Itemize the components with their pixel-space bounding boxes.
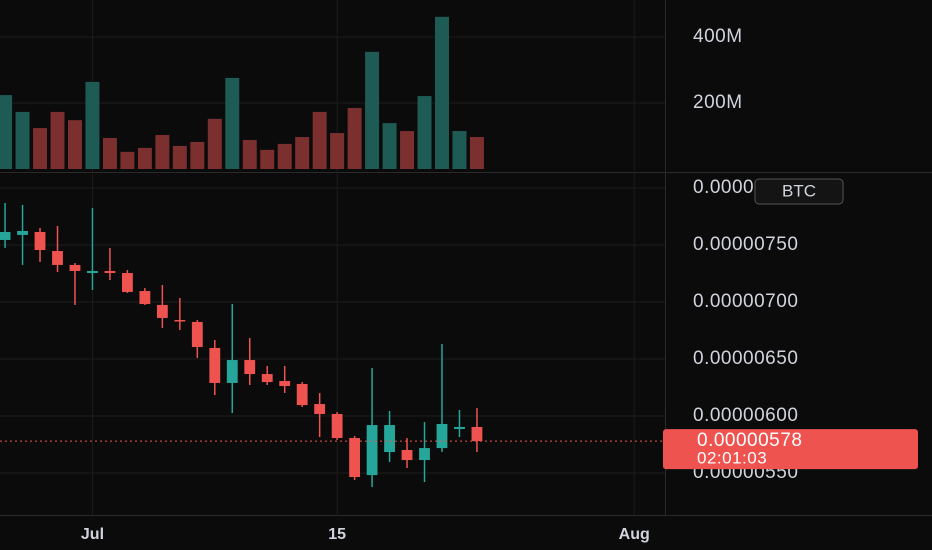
- volume-bar: [330, 133, 345, 169]
- candle-body: [261, 374, 273, 383]
- candle-body: [174, 320, 186, 322]
- candle-body: [69, 264, 81, 271]
- candle-body: [401, 450, 413, 461]
- volume-bar: [242, 139, 257, 169]
- candle-body: [384, 425, 395, 453]
- candle-body: [226, 360, 238, 383]
- volume-bar: [435, 16, 449, 169]
- candle-body: [34, 231, 46, 250]
- candle-body: [139, 291, 151, 305]
- x-tick-label: Aug: [619, 526, 650, 543]
- currency-badge-box: [754, 178, 844, 205]
- candle-body: [296, 383, 308, 406]
- volume-bar: [365, 51, 380, 169]
- labels: Jul 15 Aug200M400M0.000005500.000006000.00…: [81, 26, 918, 543]
- candle-body: [279, 381, 291, 387]
- volume-bar: [347, 107, 362, 169]
- candle-body: [0, 231, 11, 240]
- y-tick-label: 0.00000700: [693, 291, 798, 312]
- volume-bar: [190, 141, 205, 169]
- candle-body: [52, 251, 63, 265]
- y-tick-label: 200M: [693, 92, 743, 113]
- volume-bar: [277, 143, 292, 169]
- volume-bar: [400, 131, 415, 169]
- y-tick-label: 0.00000600: [693, 405, 798, 426]
- volume-bar: [172, 145, 187, 169]
- volume-bar: [417, 96, 432, 169]
- volume-bar: [33, 128, 48, 169]
- volume-bar: [120, 151, 135, 169]
- volume-bar: [382, 123, 397, 169]
- candle-body: [156, 304, 168, 318]
- candle-body: [244, 360, 256, 375]
- volume-bar: [15, 111, 30, 169]
- volume-bar: [137, 147, 152, 169]
- volume-bar: [469, 136, 484, 169]
- candle-body: [17, 230, 28, 235]
- volume-bar: [312, 111, 327, 169]
- countdown-label: 02:01:03: [697, 449, 767, 468]
- volume-bar: [260, 149, 275, 169]
- candle-body: [471, 426, 483, 442]
- volume-bar: [85, 81, 100, 169]
- volume-bar: [102, 137, 117, 169]
- candle-body: [454, 426, 465, 430]
- candle-body: [104, 270, 116, 274]
- y-tick-label: 0.00000750: [693, 234, 798, 255]
- volume-bar: [225, 77, 240, 169]
- volume-bar: [452, 131, 467, 169]
- candle-body: [349, 438, 361, 478]
- volume-bar: [295, 136, 310, 169]
- candle-body: [331, 413, 343, 439]
- y-tick-label: 0.00000650: [693, 348, 798, 369]
- last-price-box: [663, 429, 918, 470]
- volume-bar: [67, 120, 82, 169]
- marks: [0, 16, 665, 488]
- candle-body: [419, 448, 430, 461]
- last-price-label: 0.00000578: [697, 430, 802, 451]
- volume-bar: [155, 135, 170, 169]
- candle-body: [436, 424, 448, 449]
- y-tick-label: 400M: [693, 26, 743, 47]
- volume-bar: [0, 95, 13, 169]
- x-tick-label: Jul: [81, 526, 104, 543]
- volume-bar: [207, 118, 222, 169]
- x-tick-label: 15: [328, 526, 346, 543]
- candle-body: [121, 273, 133, 292]
- candle-body: [209, 347, 221, 383]
- candle-body: [87, 270, 98, 274]
- volume-bar: [50, 111, 65, 169]
- candle-body: [366, 425, 378, 476]
- currency-badge: BTC: [782, 181, 816, 200]
- candle-body: [191, 321, 203, 348]
- candle-body: [314, 404, 326, 414]
